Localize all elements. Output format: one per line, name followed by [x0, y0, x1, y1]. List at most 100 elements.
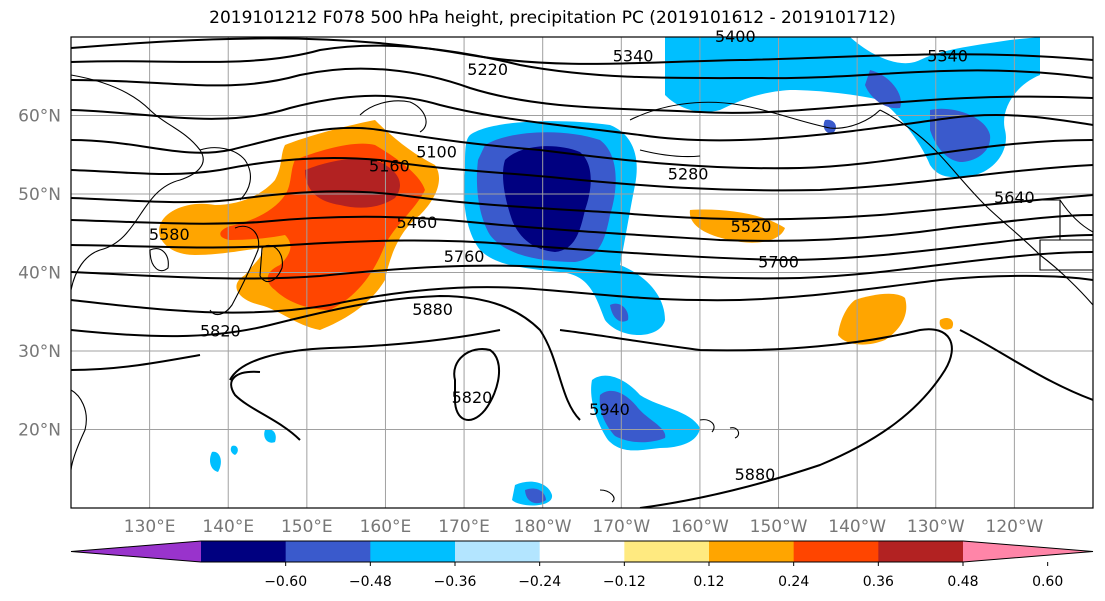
negative-anomaly-region [502, 146, 591, 252]
colorbar-tick-label: 0.48 [947, 574, 978, 590]
negative-anomaly-region [525, 488, 546, 504]
contour-label: 5460 [397, 213, 438, 232]
latitude-labels: 60°N 50°N 40°N 30°N 20°N [18, 107, 61, 441]
contour-label: 5280 [668, 164, 709, 183]
contour-label: 5700 [758, 252, 799, 271]
map-title: 2019101212 F078 500 hPa height, precipit… [209, 8, 896, 28]
negative-anomaly-region [823, 119, 836, 134]
colorbar-outline [70, 540, 1094, 563]
latitude-label: 20°N [18, 421, 61, 441]
colorbar-swatch [285, 541, 371, 562]
negative-anomaly-region [230, 445, 238, 455]
height-contour-line [71, 354, 201, 371]
colorbar-swatch [709, 541, 795, 562]
coastline [359, 100, 427, 133]
longitude-label: 160°E [360, 517, 412, 537]
coastline [1059, 199, 1093, 233]
colorbar-swatch [201, 541, 287, 562]
colorbar-extend-high [963, 541, 1093, 562]
height-contour-line [453, 348, 501, 422]
contour-label: 5820 [452, 388, 493, 407]
latitude-label: 50°N [18, 185, 61, 205]
colorbar-tick-label: −0.60 [264, 574, 307, 590]
contour-label: 5100 [416, 142, 457, 161]
coastline [149, 248, 169, 272]
negative-anomaly-region [865, 70, 901, 109]
contour-label: 5520 [731, 217, 772, 236]
height-contour-line [71, 274, 1093, 314]
colorbar-swatch [878, 541, 964, 562]
contour-label: 5580 [149, 225, 190, 244]
colorbar: −0.60 −0.48 −0.36 −0.24 −0.12 0.12 0.24 0.36 0.4… [70, 540, 1094, 590]
coastline [599, 489, 615, 503]
contour-label: 5940 [589, 400, 630, 419]
height-contour-line [71, 294, 581, 421]
height-contour-line [71, 37, 1093, 65]
map-frame [70, 36, 1094, 509]
colorbar-tick-label: 0.12 [693, 574, 724, 590]
longitude-label: 160°W [671, 517, 729, 537]
contour-label: 5340 [613, 47, 654, 66]
longitude-label: 150°E [281, 517, 333, 537]
coastline [1039, 239, 1093, 271]
height-contour-line [71, 214, 1093, 242]
contour-label: 5340 [927, 47, 968, 66]
negative-anomaly-region [210, 451, 221, 472]
colorbar-swatch [455, 541, 541, 562]
longitude-label: 140°E [202, 517, 254, 537]
contour-label: 5880 [735, 465, 776, 484]
longitude-label: 180°W [514, 517, 572, 537]
coastline [71, 389, 87, 471]
height-contour-line [71, 251, 1093, 280]
longitude-label: 170°E [438, 517, 490, 537]
longitude-labels: 130°E 140°E 150°E 160°E 170°E 180°W 170°W 160°W… [124, 517, 1044, 537]
coastline [639, 149, 701, 158]
colorbar-extend-low [71, 541, 201, 562]
colorbar-tick-label: 0.60 [1032, 574, 1063, 590]
height-contour-line [71, 234, 1093, 262]
height-contour-line [71, 67, 1093, 114]
positive-anomaly-region [939, 317, 954, 330]
latitude-label: 60°N [18, 107, 61, 127]
coastline [729, 427, 740, 439]
height-contour-line [229, 329, 501, 381]
colorbar-swatch [539, 541, 625, 562]
coastline [71, 74, 204, 291]
coastline [699, 419, 715, 433]
height-contour-line [71, 94, 1093, 142]
colorbar-tick-label: −0.36 [434, 574, 477, 590]
contour-label: 5220 [467, 60, 508, 79]
longitude-label: 120°W [986, 517, 1044, 537]
colorbar-swatch [624, 541, 710, 562]
contour-label: 5160 [369, 157, 410, 176]
height-contours [71, 37, 1093, 508]
height-contour-line [71, 44, 1093, 80]
height-contour-line [71, 190, 1093, 221]
height-contour-line [559, 328, 953, 508]
height-contour-line [959, 329, 1093, 401]
positive-anomaly-region [838, 293, 907, 345]
contour-label: 5820 [200, 321, 241, 340]
colorbar-swatch [370, 541, 456, 562]
contour-label: 5760 [444, 247, 485, 266]
longitude-label: 130°E [124, 517, 176, 537]
positive-anomaly-region [305, 158, 400, 208]
height-contour-line [71, 157, 1093, 192]
latitude-label: 30°N [18, 342, 61, 362]
longitude-label: 150°W [750, 517, 808, 537]
coastline [199, 147, 251, 201]
longitude-label: 140°W [828, 517, 886, 537]
negative-anomaly-region [610, 303, 629, 322]
longitude-label: 130°W [907, 517, 965, 537]
colorbar-tick-label: 0.36 [863, 574, 894, 590]
contour-label: 5880 [412, 300, 453, 319]
height-contour-line [230, 370, 301, 441]
height-contour-line [71, 126, 1093, 170]
latitude-label: 40°N [18, 264, 61, 284]
colorbar-tick-label: −0.12 [603, 574, 646, 590]
colorbar-tick-label: −0.48 [349, 574, 392, 590]
colorbar-tick-label: 0.24 [778, 574, 809, 590]
negative-anomaly-region [264, 429, 276, 443]
contour-label: 5640 [994, 188, 1035, 207]
